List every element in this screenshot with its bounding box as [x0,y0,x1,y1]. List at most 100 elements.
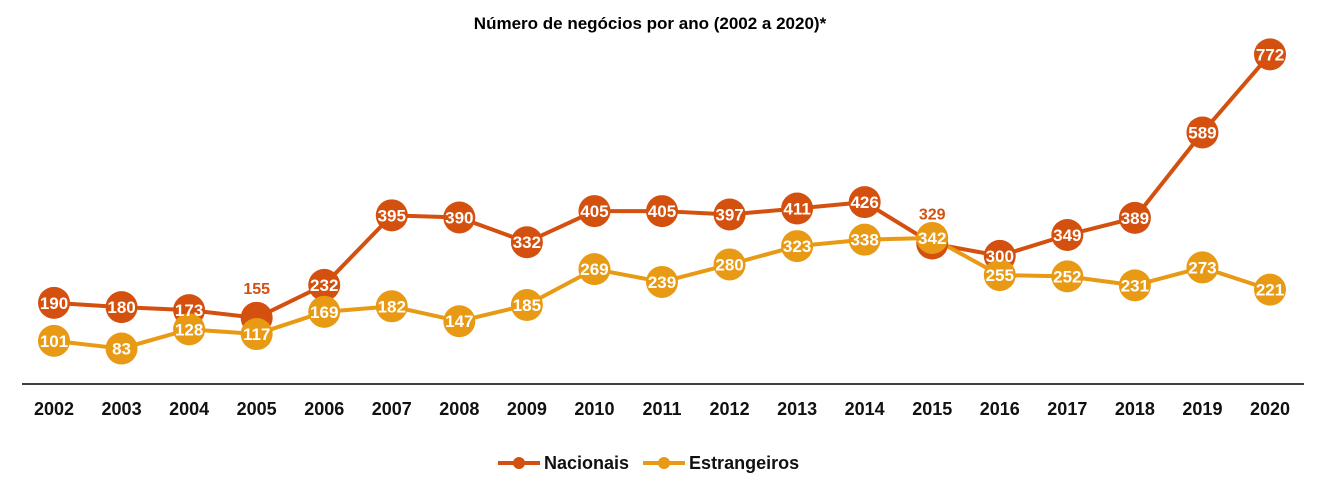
data-label: 342 [918,229,946,248]
data-point [105,332,138,365]
data-point [510,226,543,259]
data-point [983,259,1016,292]
series-markers [38,38,1286,365]
x-tick-label: 2019 [1182,399,1222,419]
x-tick-label: 2010 [574,399,614,419]
data-point [1118,269,1151,302]
x-tick-label: 2014 [845,399,885,419]
data-point [578,195,611,228]
data-label: 155 [243,281,270,298]
data-point [1186,251,1219,284]
data-label: 221 [1256,281,1284,300]
data-label: 169 [310,303,338,322]
data-label: 397 [715,205,743,224]
data-label: 405 [580,202,608,221]
data-point [308,295,341,328]
legend: Nacionais Estrangeiros [498,452,813,474]
x-tick-label: 2016 [980,399,1020,419]
x-tick-label: 2007 [372,399,412,419]
x-tick-label: 2002 [34,399,74,419]
data-point [510,289,543,322]
data-label: 232 [310,276,338,295]
x-axis: 2002 2003 2004 2005 2006 2007 2008 2009 2010 2011… [22,383,1304,419]
data-point [848,186,881,219]
data-point [38,324,70,357]
legend-swatch-estrangeiros [643,452,686,474]
data-label: 589 [1188,123,1216,142]
legend-item-estrangeiros: Estrangeiros [643,452,799,474]
data-point [308,268,341,301]
x-tick-label: 2012 [710,399,750,419]
data-point [375,199,408,232]
data-label: 185 [513,296,541,315]
x-tick-label: 2009 [507,399,547,419]
data-point [646,195,678,228]
legend-label-estrangeiros: Estrangeiros [689,452,800,473]
data-point [781,230,814,263]
data-label: 182 [378,297,406,316]
data-label: 405 [648,202,676,221]
legend-swatch-nacionais [498,452,540,474]
x-tick-label: 2011 [642,399,681,419]
data-point [713,198,746,231]
data-label: 117 [243,325,270,344]
data-point [916,221,949,254]
chart-title: Número de negócios por ano (2002 a 2020)… [473,14,827,33]
data-label: 411 [783,200,810,219]
data-label: 426 [850,193,878,212]
data-label: 395 [378,206,406,225]
data-label: 252 [1053,267,1081,286]
data-label: 349 [1053,226,1081,245]
data-point [713,248,746,281]
data-point [105,291,138,324]
data-point [375,290,408,323]
data-point [848,223,881,256]
data-point [443,305,476,338]
x-tick-label: 2003 [102,399,142,419]
x-tick-label: 2005 [237,399,277,419]
data-label: 390 [445,208,473,227]
data-point [1186,116,1219,149]
data-label: 269 [580,260,608,279]
data-label: 323 [783,237,811,256]
data-point [646,265,678,298]
data-point [1254,273,1286,306]
x-tick-label: 2004 [169,399,209,419]
data-label: 147 [445,312,473,331]
data-point [1254,38,1286,71]
data-label: 128 [175,320,203,339]
data-point [38,286,70,319]
data-label: 389 [1121,209,1149,228]
x-tick-label: 2018 [1115,399,1155,419]
data-label: 772 [1256,45,1284,64]
legend-label-nacionais: Nacionais [544,452,630,473]
x-tick-label: 2015 [912,399,952,419]
data-label: 180 [107,298,135,317]
data-label: 280 [715,255,743,274]
data-point [1051,218,1084,251]
x-tick-label: 2017 [1047,399,1087,419]
x-tick-label: 2008 [439,399,479,419]
data-point [240,318,273,351]
data-label: 83 [112,340,131,359]
data-point [781,192,814,225]
data-point [578,253,611,286]
data-label: 332 [513,233,541,252]
data-label: 173 [175,301,203,320]
data-point [173,313,206,346]
data-label: 273 [1188,258,1216,277]
data-label: 101 [40,332,68,351]
data-label: 239 [648,273,676,292]
data-label: 329 [919,207,946,224]
data-label: 300 [986,247,1014,266]
x-tick-label: 2020 [1250,399,1290,419]
data-labels: 190 180 173 155 232 395 390 332 405 405 397 411 426 3… [40,45,1284,358]
data-point [1118,201,1151,234]
x-tick-label: 2006 [304,399,344,419]
data-label: 231 [1121,276,1149,295]
data-point [1051,260,1084,293]
data-label: 338 [850,231,878,250]
data-label: 255 [986,266,1014,285]
data-label: 190 [40,294,68,313]
